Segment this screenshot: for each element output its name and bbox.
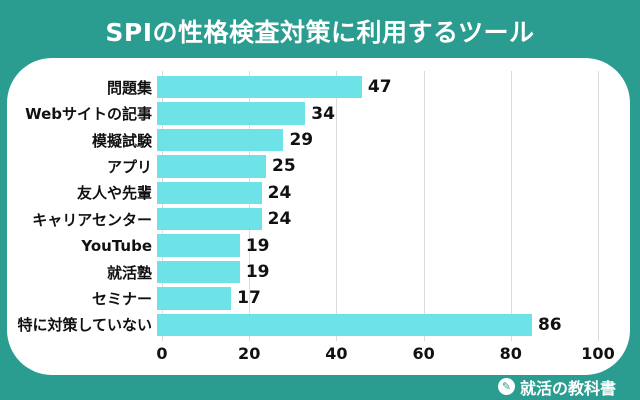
- value-label: 19: [245, 235, 270, 256]
- category-label: 問題集: [106, 78, 152, 97]
- x-tick-label: 60: [412, 344, 435, 363]
- bar-row: 問題集 47: [7, 74, 598, 100]
- bar-track: 24: [157, 207, 593, 231]
- x-tick-label: 100: [581, 344, 615, 363]
- value-label: 34: [311, 103, 335, 124]
- bar-row: 模擬試験 29: [7, 127, 598, 153]
- bar-row: Webサイトの記事 34: [7, 100, 598, 126]
- chart-card: 問題集 47 Webサイトの記事 34 模擬試験 29 アプリ 25 友人や先輩 24 キャリアセン…: [7, 58, 630, 375]
- x-tick-label: 20: [238, 344, 261, 363]
- bar-row: キャリアセンター 24: [7, 206, 598, 232]
- bar: [157, 207, 262, 231]
- bar: [157, 155, 266, 178]
- category-label: 就活塾: [106, 263, 152, 282]
- bar-rows: 問題集 47 Webサイトの記事 34 模擬試験 29 アプリ 25 友人や先輩 24 キャリアセン…: [7, 74, 598, 338]
- gridline: [423, 71, 425, 341]
- bar: [157, 128, 284, 152]
- value-label: 19: [245, 262, 270, 283]
- x-axis: 0 20 40 60 80 100: [156, 344, 614, 364]
- bar-track: 86: [157, 313, 593, 337]
- bar-row: 友人や先輩 24: [7, 180, 598, 206]
- bar-track: 19: [157, 234, 593, 257]
- category-label: セミナー: [91, 289, 152, 308]
- gridline: [336, 71, 338, 341]
- page-title: SPIの性格検査対策に利用するツール: [105, 18, 535, 47]
- bar-track: 29: [157, 128, 593, 152]
- value-label: 29: [289, 130, 314, 151]
- bar-track: 47: [157, 75, 593, 99]
- value-label: 47: [367, 77, 392, 98]
- gridline: [510, 71, 512, 341]
- bar-row: 特に対策していない 86: [7, 312, 598, 338]
- bar-track: 19: [157, 260, 593, 284]
- value-label: 86: [537, 314, 562, 335]
- bar-row: 就活塾 19: [7, 259, 598, 285]
- value-label: 17: [237, 288, 261, 309]
- gridline: [598, 71, 599, 341]
- bar: [157, 287, 232, 310]
- gridlines: [162, 71, 599, 341]
- category-label: 模擬試験: [91, 131, 152, 150]
- bar-track: 25: [157, 155, 593, 178]
- bar: [157, 234, 240, 257]
- bar: [157, 75, 362, 99]
- bar-row: YouTube 19: [7, 232, 598, 258]
- site-logo-text: 就活の教科書: [519, 378, 616, 398]
- bar-track: 24: [157, 181, 593, 205]
- category-label: YouTube: [81, 236, 152, 255]
- value-label: 24: [267, 182, 292, 203]
- x-tick-label: 80: [499, 344, 522, 363]
- category-label: Webサイトの記事: [25, 105, 152, 124]
- x-tick-label: 40: [325, 344, 348, 363]
- bar-track: 17: [157, 287, 593, 310]
- x-tick-label: 0: [156, 344, 168, 363]
- site-logo: ✎ 就活の教科書: [497, 376, 616, 398]
- bar-row: アプリ 25: [7, 153, 598, 179]
- book-pencil-icon: ✎: [497, 378, 515, 395]
- category-label: 友人や先輩: [76, 184, 152, 203]
- bar: [157, 102, 306, 125]
- category-label: 特に対策していない: [17, 316, 152, 335]
- gridline: [249, 71, 251, 341]
- gridline: [162, 71, 163, 341]
- bar-row: セミナー 17: [7, 285, 598, 311]
- category-label: キャリアセンター: [32, 210, 152, 229]
- value-label: 25: [272, 156, 296, 177]
- value-label: 24: [267, 209, 292, 230]
- bar: [157, 181, 262, 205]
- category-label: アプリ: [106, 157, 152, 176]
- bar: [157, 313, 532, 337]
- bar: [157, 260, 240, 284]
- bar-track: 34: [157, 102, 593, 125]
